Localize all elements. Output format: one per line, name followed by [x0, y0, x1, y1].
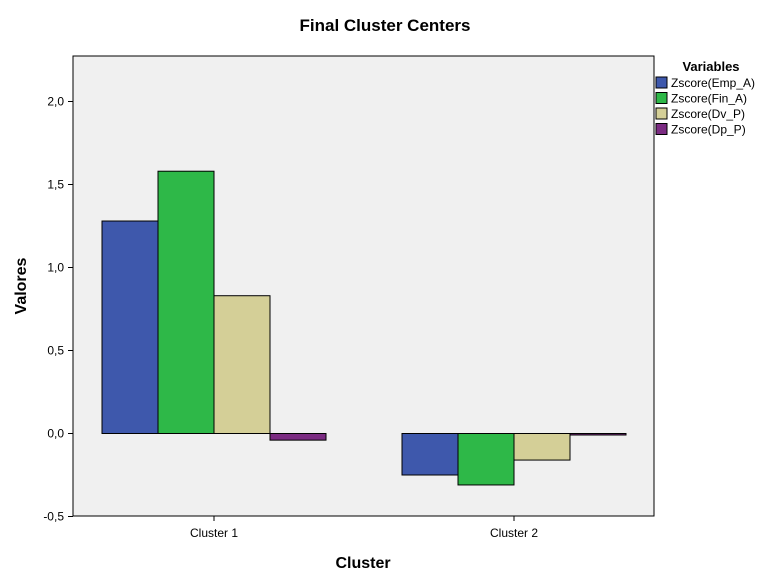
- legend-label: Zscore(Dp_P): [671, 123, 746, 137]
- legend: Variables Zscore(Emp_A)Zscore(Fin_A)Zsco…: [655, 59, 755, 137]
- legend-swatch: [655, 76, 668, 89]
- bar-1-1: [101, 220, 159, 434]
- x-tick-label: Cluster 2: [490, 526, 538, 540]
- y-tick-label: 0,5: [47, 344, 64, 358]
- legend-swatch: [655, 92, 668, 104]
- bar-1-3: [213, 295, 271, 434]
- y-tick-label: -0,5: [43, 510, 64, 524]
- y-axis: -0,5 0,0 0,5 1,0 1,5 2,0: [43, 95, 73, 524]
- legend-swatch: [655, 107, 668, 120]
- y-tick-label: 2,0: [47, 95, 64, 109]
- x-tick-label: Cluster 1: [190, 526, 238, 540]
- bar-1-2: [157, 170, 215, 434]
- bar-2-1: [401, 433, 459, 476]
- y-tick-label: 1,5: [47, 178, 64, 192]
- legend-label: Zscore(Fin_A): [671, 92, 747, 106]
- chart-title: Final Cluster Centers: [300, 16, 471, 35]
- bar-2-2: [457, 433, 515, 486]
- x-axis: Cluster 1 Cluster 2: [190, 516, 538, 540]
- bar-1-4: [269, 433, 327, 441]
- y-tick-label: 0,0: [47, 427, 64, 441]
- y-axis-title: Valores: [13, 257, 30, 314]
- x-axis-title: Cluster: [335, 555, 390, 570]
- legend-title: Variables: [682, 59, 739, 74]
- legend-label: Zscore(Dv_P): [671, 107, 745, 121]
- legend-label: Zscore(Emp_A): [671, 76, 755, 90]
- bar-2-3: [513, 433, 571, 461]
- y-tick-label: 1,0: [47, 261, 64, 275]
- bars-group: [101, 170, 627, 486]
- legend-swatch: [655, 123, 668, 135]
